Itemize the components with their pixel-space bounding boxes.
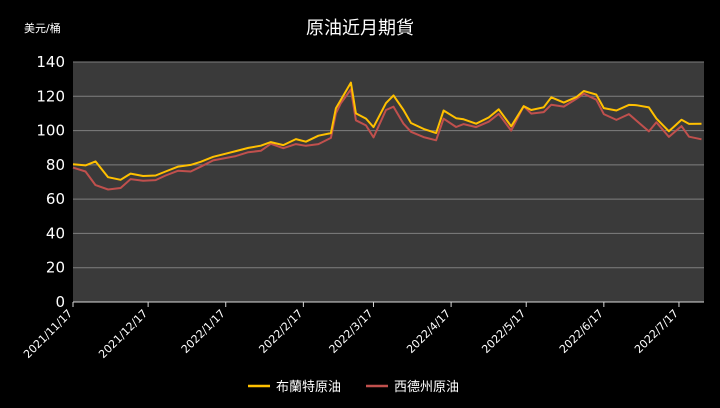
series-layer [72,81,702,191]
y-tick-label: 60 [46,190,65,208]
series-line [72,88,702,191]
y-tick-label: 100 [36,122,65,140]
y-tick-label: 140 [36,53,65,71]
y-axis-ticks: 0 20 40 60 80 100 120 140 [36,53,65,311]
chart-title: 原油近月期貨 [306,18,414,39]
y-tick-label: 80 [46,156,65,174]
y-tick-label: 20 [46,259,65,277]
legend: 布蘭特原油 西德州原油 [248,379,459,395]
y-tick-label: 120 [36,87,65,105]
legend-label: 西德州原油 [394,380,459,395]
legend-label: 布蘭特原油 [276,379,341,395]
y-tick-label: 40 [46,224,65,242]
plot-area [73,62,704,302]
grid-lines [73,61,704,269]
y-axis-unit-label: 美元/桶 [24,21,61,35]
series-line [72,81,702,181]
y-tick-label: 0 [55,293,65,311]
